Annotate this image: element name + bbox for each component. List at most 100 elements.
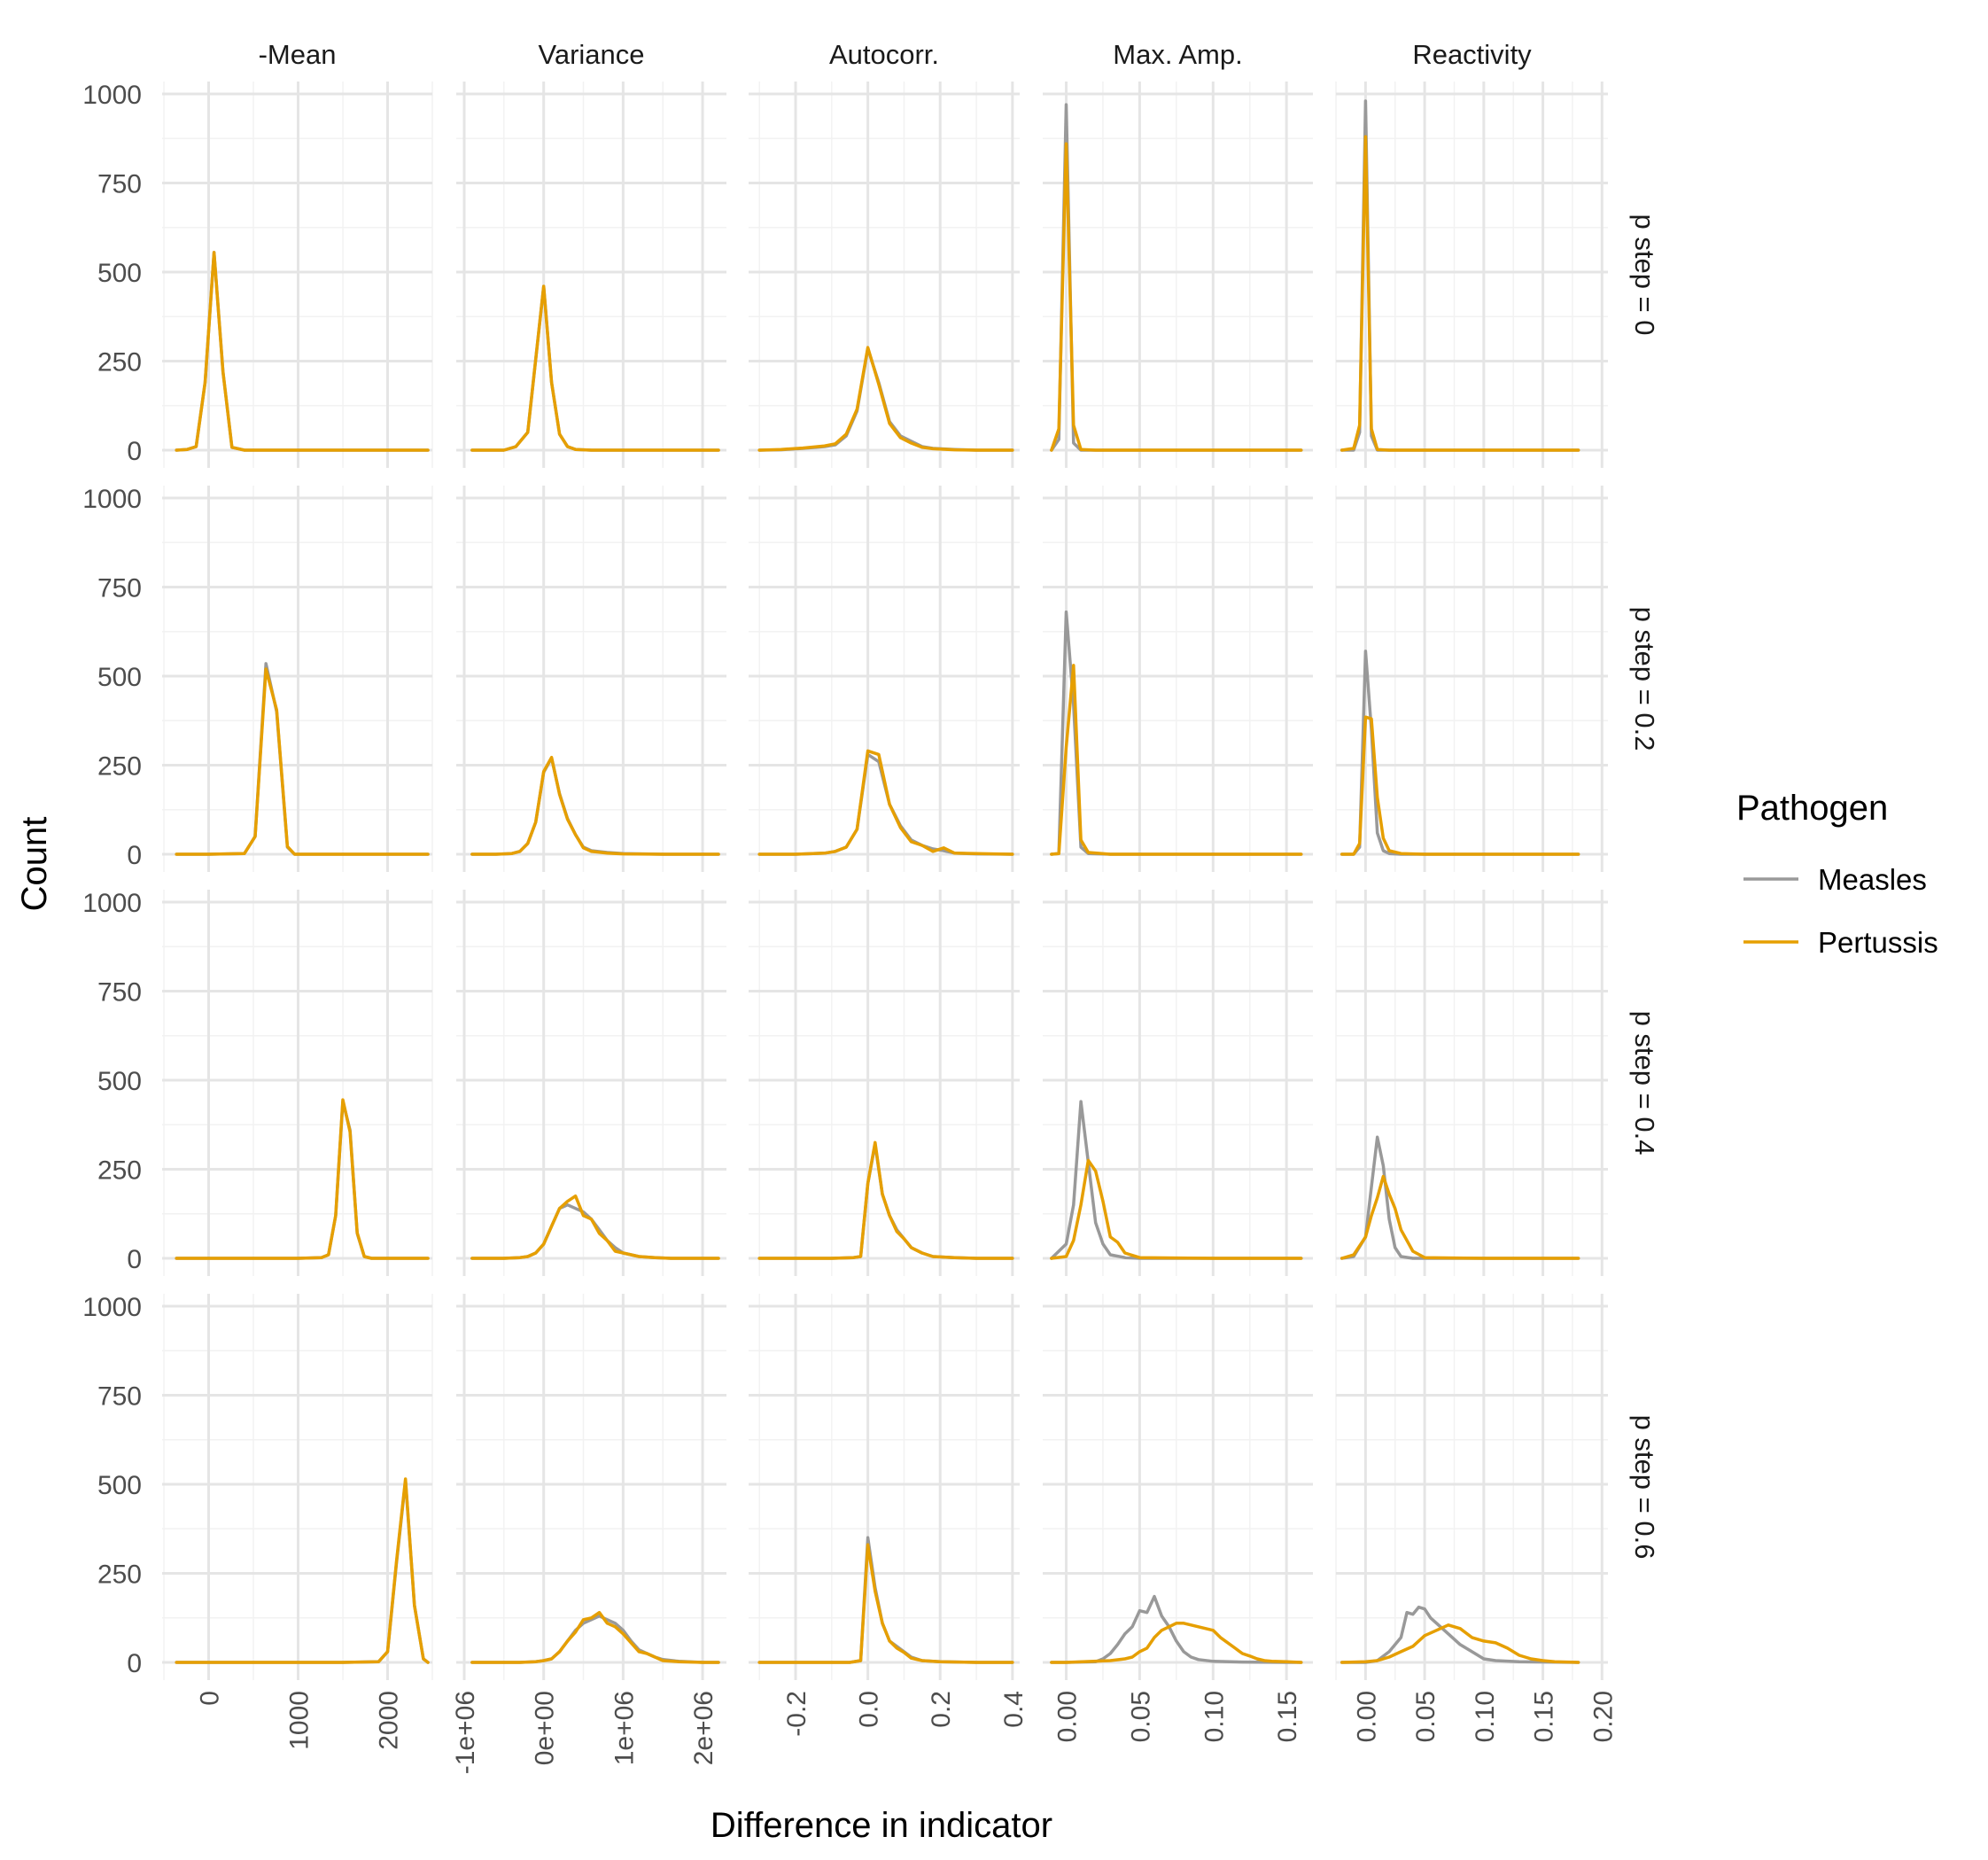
facet-column-title: Reactivity [1412, 39, 1532, 70]
y-tick-label: 500 [97, 663, 142, 692]
series-line-measles [470, 1202, 720, 1260]
panel-r3-c0 [162, 1294, 433, 1680]
series-line-pertussis [470, 1194, 720, 1260]
x-tick-label: 0.10 [1200, 1691, 1229, 1742]
y-tick-label: 1000 [82, 81, 142, 110]
series-line-pertussis [1050, 664, 1303, 856]
y-tick-label: 750 [97, 170, 142, 199]
x-tick-label: 2e+06 [689, 1691, 718, 1765]
y-axis-label: Count [15, 817, 54, 912]
series-line-pertussis [175, 251, 430, 452]
panel-r0-c1 [456, 82, 726, 468]
legend-label-measles: Measles [1818, 863, 1927, 896]
x-axis-ticks: 0 1000 2000 -1e+06 0e+00 1e+06 2e+06 -0.2 0.0 0.2… [196, 1691, 1619, 1774]
panel-r1-c4 [1335, 486, 1608, 872]
facet-row-title: p step = 0.6 [1629, 1415, 1660, 1560]
series-line-pertussis [175, 667, 430, 856]
y-tick-label: 1000 [82, 889, 142, 918]
facet-row-title: p step = 0 [1629, 214, 1660, 335]
series-line-measles [470, 756, 720, 856]
y-tick-label: 500 [97, 1067, 142, 1096]
series-line-pertussis [1340, 715, 1580, 856]
x-tick-label: 1000 [285, 1691, 315, 1750]
panel-r1-c2 [749, 486, 1020, 872]
series-line-measles [175, 662, 430, 856]
x-tick-label: 2000 [375, 1691, 404, 1750]
x-tick-label: 0.05 [1126, 1691, 1155, 1742]
legend-title: Pathogen [1736, 789, 1888, 828]
panel-r2-c2 [749, 890, 1020, 1276]
panel-r1-c1 [456, 486, 726, 872]
facet-column-title: Autocorr. [829, 39, 939, 70]
y-axis-ticks: 0 250 500 750 1000 0 250 500 750 1000 0 250 500 750 10… [82, 81, 142, 1678]
series-line-pertussis [470, 284, 720, 452]
facet-column-title: -Mean [259, 39, 337, 70]
series-line-pertussis [1050, 142, 1303, 452]
y-tick-label: 500 [97, 1471, 142, 1500]
series-line-pertussis [1340, 1623, 1580, 1664]
series-line-pertussis [1340, 1174, 1580, 1260]
panel-r3-c3 [1043, 1294, 1313, 1680]
legend-label-pertussis: Pertussis [1818, 926, 1938, 959]
series-line-pertussis [757, 1543, 1014, 1664]
x-tick-label: 0.2 [927, 1691, 956, 1728]
x-tick-label: 0.0 [855, 1691, 884, 1728]
facet-row-titles: p step = 0 p step = 0.2 p step = 0.4 p step… [1629, 214, 1660, 1559]
x-tick-label: -0.2 [782, 1691, 812, 1737]
x-axis-label: Difference in indicator [711, 1806, 1052, 1845]
y-tick-label: 250 [97, 1560, 142, 1590]
series-line-measles [1340, 1605, 1580, 1664]
series-line-pertussis [175, 1477, 430, 1664]
x-tick-label: 0.15 [1273, 1691, 1302, 1742]
panel-r0-c2 [749, 82, 1020, 468]
x-tick-label: 0 [196, 1691, 225, 1706]
panel-r3-c2 [749, 1294, 1020, 1680]
series-line-measles [470, 284, 720, 452]
legend: Pathogen Measles Pertussis [1736, 789, 1938, 959]
panel-r2-c0 [162, 890, 433, 1276]
panel-r0-c4 [1335, 82, 1608, 468]
series-line-pertussis [1050, 1158, 1303, 1260]
x-tick-label: 0.00 [1352, 1691, 1381, 1742]
panel-r1-c3 [1043, 486, 1313, 872]
series-line-pertussis [757, 346, 1014, 452]
x-tick-label: 0.4 [999, 1691, 1029, 1728]
y-tick-label: 250 [97, 1156, 142, 1186]
facet-row-title: p step = 0.4 [1629, 1011, 1660, 1156]
panel-r2-c1 [456, 890, 726, 1276]
series-line-measles [1050, 1594, 1303, 1664]
series-line-pertussis [757, 749, 1014, 856]
panel-r2-c3 [1043, 890, 1313, 1276]
series-line-pertussis [470, 1610, 720, 1664]
panel-r3-c4 [1335, 1294, 1608, 1680]
y-tick-label: 250 [97, 348, 142, 377]
y-tick-label: 1000 [82, 1293, 142, 1322]
y-tick-label: 1000 [82, 485, 142, 514]
series-line-measles [175, 251, 430, 452]
x-tick-label: 0.15 [1530, 1691, 1559, 1742]
series-line-measles [470, 1614, 720, 1664]
panels-layer [162, 82, 1608, 1680]
series-line-pertussis [175, 1098, 430, 1260]
x-tick-label: 1e+06 [610, 1691, 639, 1765]
x-tick-label: 0e+00 [531, 1691, 560, 1765]
series-line-pertussis [757, 1140, 1014, 1260]
facet-column-title: Variance [538, 39, 644, 70]
series-line-pertussis [1340, 135, 1580, 452]
x-tick-label: 0.05 [1411, 1691, 1441, 1742]
panel-r0-c3 [1043, 82, 1313, 468]
y-tick-label: 750 [97, 574, 142, 603]
facet-column-titles: -Mean Variance Autocorr. Max. Amp. Reactivit… [259, 39, 1533, 70]
series-line-measles [757, 346, 1014, 452]
y-tick-label: 750 [97, 978, 142, 1008]
series-line-pertussis [1050, 1622, 1303, 1664]
panel-r3-c1 [456, 1294, 726, 1680]
y-tick-label: 0 [127, 1649, 142, 1678]
facet-column-title: Max. Amp. [1113, 39, 1242, 70]
y-tick-label: 500 [97, 259, 142, 288]
series-line-measles [757, 1536, 1014, 1664]
x-tick-label: 0.00 [1053, 1691, 1083, 1742]
x-tick-label: 0.20 [1588, 1691, 1618, 1742]
y-tick-label: 250 [97, 752, 142, 782]
series-line-measles [757, 752, 1014, 856]
